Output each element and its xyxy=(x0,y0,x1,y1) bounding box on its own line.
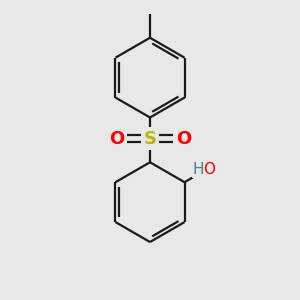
Text: H: H xyxy=(192,162,204,177)
Text: O: O xyxy=(203,162,215,177)
Text: O: O xyxy=(176,130,191,148)
Text: S: S xyxy=(143,130,157,148)
Text: O: O xyxy=(109,130,124,148)
